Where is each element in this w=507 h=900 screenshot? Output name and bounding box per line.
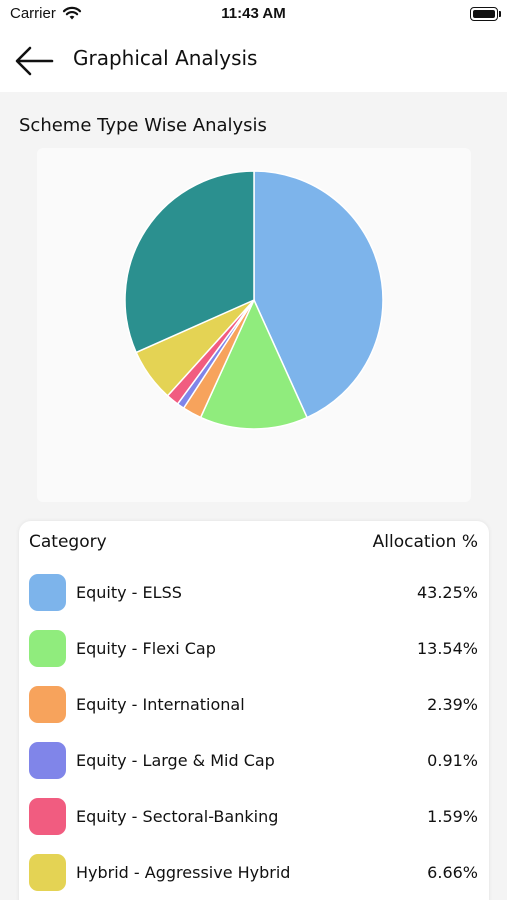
allocation-value: 2.39% xyxy=(427,695,478,714)
table-row[interactable]: Equity - ELSS 43.25% xyxy=(19,565,489,621)
nav-bar: Graphical Analysis xyxy=(0,30,507,92)
wifi-icon xyxy=(62,6,82,20)
status-time: 11:43 AM xyxy=(221,5,286,22)
pie-chart-card xyxy=(37,148,471,502)
category-label: Hybrid - Aggressive Hybrid xyxy=(76,863,291,882)
back-button[interactable] xyxy=(12,42,56,80)
battery-tip xyxy=(499,11,501,17)
color-swatch xyxy=(29,574,66,611)
color-swatch xyxy=(29,742,66,779)
color-swatch xyxy=(29,854,66,891)
color-swatch xyxy=(29,686,66,723)
allocation-value: 13.54% xyxy=(416,639,478,658)
allocation-value: 0.91% xyxy=(427,751,478,770)
pie-slice-equity-flexi-cap[interactable] xyxy=(199,299,308,430)
allocation-value: 1.59% xyxy=(427,807,478,826)
status-bar: Carrier 11:43 AM xyxy=(0,0,507,30)
category-label: Equity - International xyxy=(76,695,245,714)
pie-chart xyxy=(124,170,384,430)
pie-slice-other[interactable] xyxy=(124,170,255,354)
table-row[interactable]: Equity - International 2.39% xyxy=(19,677,489,733)
table-header: Category Allocation % xyxy=(19,521,489,565)
allocation-value: 43.25% xyxy=(416,583,478,602)
allocation-column-header: Allocation % xyxy=(372,532,478,552)
category-label: Equity - Sectoral-Banking xyxy=(76,807,279,826)
category-label: Equity - Flexi Cap xyxy=(76,639,216,658)
arrow-left-icon xyxy=(15,46,54,76)
allocation-value: 6.66% xyxy=(427,863,478,882)
page-title: Graphical Analysis xyxy=(73,46,258,70)
table-row[interactable]: Equity - Sectoral-Banking 1.59% xyxy=(19,789,489,845)
allocation-table: Category Allocation % Equity - ELSS 43.2… xyxy=(19,521,489,900)
category-column-header: Category xyxy=(29,532,107,552)
pie-slice-equity-elss[interactable] xyxy=(253,170,384,419)
table-row[interactable]: Hybrid - Aggressive Hybrid 6.66% xyxy=(19,845,489,900)
table-row[interactable]: Equity - Flexi Cap 13.54% xyxy=(19,621,489,677)
battery-icon xyxy=(470,7,498,21)
category-label: Equity - Large & Mid Cap xyxy=(76,751,275,770)
category-label: Equity - ELSS xyxy=(76,583,182,602)
color-swatch xyxy=(29,630,66,667)
table-row[interactable]: Equity - Large & Mid Cap 0.91% xyxy=(19,733,489,789)
section-title: Scheme Type Wise Analysis xyxy=(19,115,267,136)
carrier-label: Carrier xyxy=(10,5,56,22)
color-swatch xyxy=(29,798,66,835)
